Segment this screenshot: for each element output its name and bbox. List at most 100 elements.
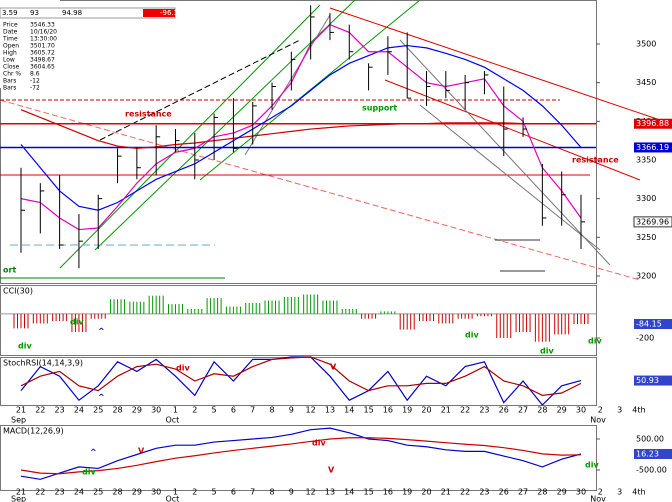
x-tick-label: 23 bbox=[55, 406, 65, 415]
x-tick-label: 16 bbox=[383, 406, 393, 415]
annotation: div bbox=[465, 331, 479, 340]
y-tick-label: 3450 bbox=[636, 78, 656, 87]
series-line bbox=[20, 427, 582, 480]
last-value-label: -84.15 bbox=[636, 320, 662, 329]
x-tick-label: 4th bbox=[632, 488, 645, 497]
x-tick-label: 19 bbox=[402, 406, 412, 415]
series-line bbox=[20, 23, 582, 231]
x-tick-label: 20 bbox=[421, 406, 431, 415]
x-tick-label: 19 bbox=[402, 488, 412, 497]
x-tick-label: 14 bbox=[344, 406, 354, 415]
level-label: 3396.88 bbox=[636, 119, 669, 128]
last-value-label: 50.93 bbox=[636, 376, 659, 385]
info-value: 3498.67 bbox=[30, 57, 55, 64]
x-tick-label: 30 bbox=[576, 406, 586, 415]
x-tick-label: 6 bbox=[231, 488, 236, 497]
annotation: V bbox=[330, 363, 337, 372]
annotation: ^ bbox=[98, 327, 105, 336]
y-tick-label: 3300 bbox=[636, 194, 656, 203]
last-price-label: 3269.96 bbox=[636, 217, 669, 226]
panel-title: StochRSI(14,14,3,9) bbox=[3, 359, 83, 368]
info-value: 3604.65 bbox=[30, 64, 55, 71]
info-header-text: 94.98 bbox=[62, 9, 82, 17]
x-tick-label: 21 bbox=[441, 406, 451, 415]
annotation: support bbox=[362, 104, 397, 113]
trend-line bbox=[384, 79, 641, 181]
x-tick-label: 26 bbox=[499, 488, 509, 497]
month-label: Nov bbox=[590, 416, 606, 425]
x-tick-label: 30 bbox=[151, 488, 161, 497]
x-tick-label: 1 bbox=[173, 406, 178, 415]
info-value: 3546.33 bbox=[30, 22, 55, 29]
info-label: High bbox=[3, 50, 17, 57]
trend-line bbox=[419, 104, 601, 251]
info-label: Low bbox=[3, 57, 15, 64]
x-tick-label: 9 bbox=[289, 488, 294, 497]
y-tick-label: 500.00 bbox=[636, 434, 664, 443]
x-tick-label: 21 bbox=[16, 406, 26, 415]
x-tick-label: 8 bbox=[269, 488, 274, 497]
info-header-text: 93 bbox=[30, 9, 39, 17]
y-tick-label: -500.00 bbox=[636, 465, 667, 474]
level-box bbox=[634, 118, 672, 129]
info-value: -12 bbox=[30, 78, 40, 85]
x-tick-label: 16 bbox=[383, 488, 393, 497]
x-tick-label: 30 bbox=[151, 406, 161, 415]
x-tick-label: 15 bbox=[363, 488, 373, 497]
annotation: V bbox=[138, 447, 145, 456]
trend-line bbox=[329, 7, 661, 121]
month-label: Sep bbox=[11, 495, 26, 502]
x-tick-label: 28 bbox=[112, 488, 122, 497]
series-line bbox=[20, 44, 582, 211]
x-tick-label: 12 bbox=[306, 406, 316, 415]
info-label: Bars bbox=[3, 78, 16, 85]
info-value: 8.6 bbox=[30, 71, 40, 78]
month-label: Sep bbox=[11, 416, 26, 425]
info-value: 13:30:00 bbox=[30, 36, 57, 43]
x-tick-label: 29 bbox=[132, 488, 142, 497]
series-line bbox=[20, 437, 581, 475]
cci-frame bbox=[0, 285, 597, 356]
info-header-text: -96.1 bbox=[160, 9, 178, 17]
info-label: Price bbox=[3, 22, 18, 29]
annotation: ^ bbox=[90, 448, 97, 457]
last-value-label: 16.23 bbox=[636, 449, 659, 458]
x-tick-label: 2 bbox=[192, 406, 197, 415]
x-tick-label: 21 bbox=[441, 488, 451, 497]
last-value-box bbox=[634, 448, 672, 459]
x-tick-label: 2 bbox=[598, 406, 603, 415]
info-header-text: 3.59 bbox=[2, 9, 18, 17]
x-tick-label: 21 bbox=[16, 488, 26, 497]
info-label: Date bbox=[3, 29, 18, 36]
annotation: div bbox=[18, 342, 32, 351]
x-tick-label: 30 bbox=[576, 488, 586, 497]
month-label: Nov bbox=[590, 495, 606, 502]
x-tick-label: 27 bbox=[518, 488, 528, 497]
x-tick-label: 7 bbox=[250, 406, 255, 415]
x-tick-label: 8 bbox=[269, 406, 274, 415]
x-tick-label: 6 bbox=[231, 406, 236, 415]
y-tick-label: 3200 bbox=[636, 271, 656, 280]
info-header-box bbox=[143, 9, 175, 17]
y-tick-label: 3500 bbox=[636, 39, 656, 48]
info-value: 10/16/20 bbox=[30, 29, 57, 36]
macd-frame bbox=[0, 425, 597, 491]
month-label: Oct bbox=[165, 416, 179, 425]
annotation: div bbox=[540, 347, 554, 356]
trend-line bbox=[59, 4, 321, 269]
trend-line bbox=[199, 0, 421, 181]
info-value: -72 bbox=[30, 85, 40, 92]
annotation: div bbox=[312, 439, 326, 448]
x-tick-label: 2 bbox=[598, 488, 603, 497]
x-tick-label: 25 bbox=[93, 406, 103, 415]
last-value-box bbox=[634, 375, 672, 386]
info-label: Chr % bbox=[3, 71, 21, 78]
x-tick-label: 12 bbox=[306, 488, 316, 497]
panel-title: CCI(30) bbox=[3, 287, 33, 296]
trend-line bbox=[399, 39, 611, 266]
x-tick-label: 9 bbox=[289, 406, 294, 415]
x-tick-label: 28 bbox=[537, 406, 547, 415]
annotation: V bbox=[328, 466, 335, 475]
info-label: Close bbox=[3, 64, 20, 71]
